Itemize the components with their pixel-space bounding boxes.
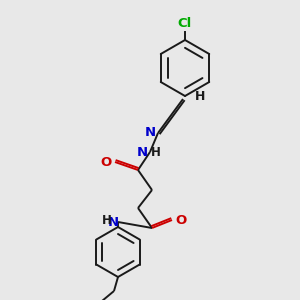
- Text: H: H: [151, 146, 161, 158]
- Text: N: N: [145, 127, 156, 140]
- Text: Cl: Cl: [178, 17, 192, 30]
- Text: H: H: [102, 214, 112, 227]
- Text: O: O: [175, 214, 186, 226]
- Text: N: N: [108, 215, 119, 229]
- Text: H: H: [195, 91, 206, 103]
- Text: N: N: [137, 146, 148, 158]
- Text: O: O: [101, 155, 112, 169]
